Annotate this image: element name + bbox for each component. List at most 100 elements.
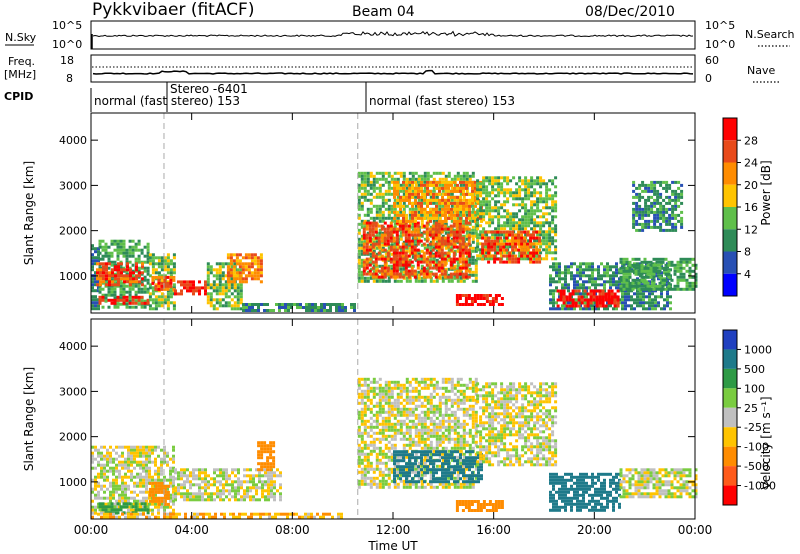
power-cell (536, 203, 540, 207)
power-cell (529, 236, 533, 240)
power-cell (360, 264, 364, 268)
power-cell (128, 290, 132, 294)
power-cell (380, 272, 384, 276)
power-cell (160, 284, 164, 288)
power-cell (116, 245, 120, 249)
power-cell (465, 219, 468, 223)
power-cell (482, 215, 486, 219)
power-cell (344, 309, 347, 312)
velocity-cell (124, 496, 127, 500)
power-cell (479, 224, 483, 228)
power-cell (395, 233, 399, 237)
power-cell (443, 242, 447, 246)
power-cell (148, 304, 152, 308)
power-cell (107, 257, 111, 261)
power-cell (527, 215, 531, 219)
power-cell (236, 292, 240, 296)
power-cell (648, 292, 651, 296)
power-cell (509, 245, 513, 249)
power-cell (659, 225, 663, 229)
velocity-cell (143, 502, 147, 506)
power-cell (125, 295, 129, 299)
power-cell (506, 209, 510, 213)
velocity-cell (169, 472, 172, 476)
power-cell (615, 274, 618, 278)
power-cell (151, 268, 155, 272)
power-cell (366, 219, 370, 223)
power-cell (411, 210, 414, 214)
power-cell (635, 201, 639, 205)
power-cell (552, 265, 555, 269)
power-cell (459, 204, 462, 208)
velocity-cell (97, 454, 100, 458)
power-cell (372, 186, 376, 190)
velocity-cell (143, 505, 147, 509)
power-cell (524, 257, 528, 261)
power-cell (131, 295, 135, 299)
power-cell (473, 297, 477, 300)
power-cell (545, 242, 549, 246)
power-cell (491, 236, 495, 240)
power-cell (224, 262, 228, 266)
power-cell (443, 236, 447, 240)
power-cell (539, 221, 543, 225)
power-cell (381, 279, 385, 283)
power-cell (407, 227, 411, 231)
power-cell (638, 204, 642, 208)
velocity-cell (100, 457, 103, 461)
velocity-cell (160, 502, 163, 506)
velocity-cell (127, 454, 130, 458)
power-cell (554, 206, 558, 210)
power-cell (392, 236, 396, 240)
power-cell (567, 271, 570, 275)
power-cell (381, 177, 385, 181)
velocity-cell (160, 469, 163, 473)
power-cell (335, 306, 338, 309)
power-cell (458, 248, 462, 252)
power-cell (238, 271, 242, 275)
power-cell (656, 210, 660, 214)
power-cell (632, 189, 636, 193)
power-cell (128, 299, 132, 303)
power-cell (180, 292, 183, 296)
power-cell (630, 304, 633, 308)
power-cell (438, 192, 441, 196)
power-cell (384, 201, 388, 205)
power-cell (661, 257, 665, 261)
power-cell (426, 210, 429, 214)
power-cell (154, 295, 158, 299)
power-cell (105, 274, 108, 278)
power-cell (485, 212, 489, 216)
power-cell (128, 251, 132, 255)
power-cell (122, 239, 126, 243)
nsky-frame (90, 20, 696, 50)
power-cell (603, 307, 606, 311)
power-cell (622, 257, 626, 261)
power-cell (552, 292, 555, 296)
power-cell (411, 204, 414, 208)
power-cell (524, 176, 528, 180)
power-cell (131, 287, 135, 291)
power-cell (503, 179, 507, 183)
velocity-cell (166, 460, 169, 464)
power-cell (640, 278, 644, 282)
power-cell (143, 305, 147, 309)
power-cell (487, 245, 491, 249)
power-cell (260, 303, 263, 306)
velocity-cell (169, 505, 172, 509)
velocity-cell (133, 466, 136, 470)
velocity-cell (136, 484, 139, 488)
power-cell (365, 239, 369, 243)
power-cell (368, 230, 372, 234)
power-cell (679, 278, 683, 282)
power-cell (110, 298, 114, 302)
power-cell (134, 295, 138, 299)
power-cell (549, 301, 552, 305)
power-cell (500, 188, 504, 192)
power-cell (444, 192, 447, 196)
power-cell (384, 180, 388, 184)
power-cell (420, 222, 424, 226)
freq-label: Freq. (8, 55, 35, 68)
power-cell (574, 304, 578, 308)
power-cell (521, 179, 525, 183)
